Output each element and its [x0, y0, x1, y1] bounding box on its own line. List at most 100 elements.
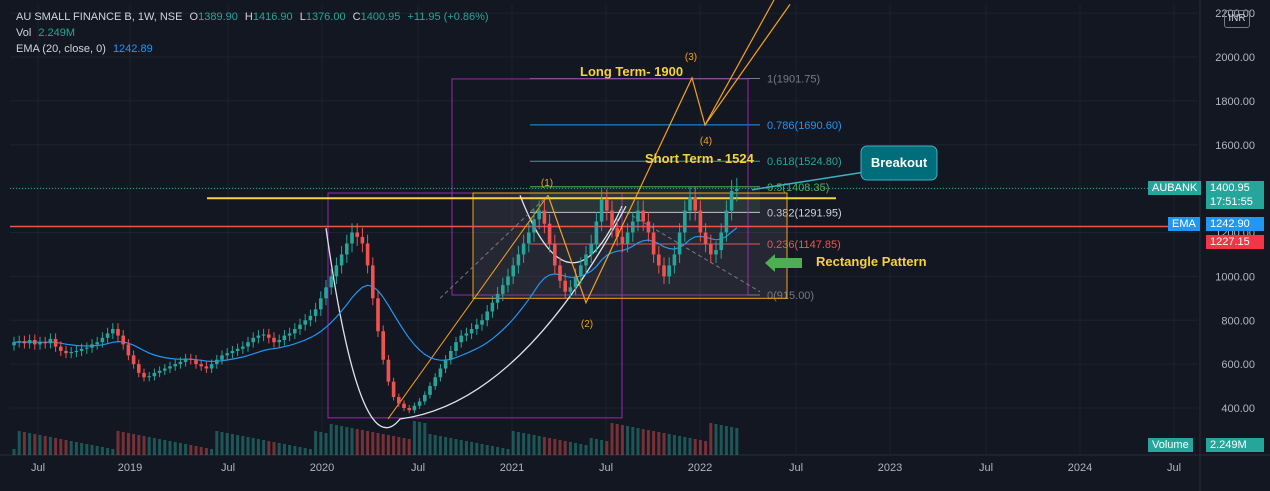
- volume-bar: [407, 439, 411, 455]
- volume-bar: [246, 437, 250, 455]
- legend-volume[interactable]: Vol 2.249M: [16, 26, 79, 40]
- volume-bar: [54, 438, 58, 455]
- volume-bar: [506, 449, 510, 455]
- time-tick-label: Jul: [31, 462, 45, 474]
- cup-curve: [325, 205, 627, 429]
- volume-bar: [662, 433, 666, 455]
- candle-body: [189, 358, 193, 360]
- price-tick-label: 600.00: [1221, 359, 1255, 371]
- volume-bar: [672, 435, 676, 455]
- candle-body: [672, 254, 677, 266]
- volume-bar: [402, 438, 406, 455]
- candle-body: [423, 394, 427, 402]
- volume-bar: [194, 446, 198, 455]
- candle-body: [454, 342, 458, 351]
- volume-bar: [386, 435, 390, 455]
- candle-body: [641, 210, 645, 222]
- candle-body: [241, 346, 245, 349]
- volume-bar: [433, 435, 437, 455]
- candle-body: [267, 334, 271, 338]
- volume-bar: [537, 436, 541, 455]
- legend-vol-label: Vol: [16, 27, 32, 39]
- volume-bar: [282, 444, 286, 455]
- volume-bar: [522, 433, 526, 455]
- volume-bar: [636, 428, 640, 455]
- candle-body: [542, 210, 547, 224]
- volume-bar: [641, 429, 645, 455]
- volume-bar: [345, 427, 349, 455]
- candle-body: [121, 335, 125, 345]
- candle-body: [329, 276, 333, 288]
- wave-label-2: (2): [581, 319, 593, 330]
- candle-body: [433, 377, 437, 387]
- volume-bar: [438, 436, 442, 455]
- volume-bar: [324, 433, 328, 455]
- candle-body: [599, 199, 604, 222]
- candle-body: [579, 265, 583, 277]
- breakout-label: Breakout: [871, 155, 928, 170]
- legend-c-label: C: [352, 11, 361, 23]
- volume-bar: [360, 430, 364, 455]
- countdown-tag: 17:51:55: [1206, 195, 1264, 209]
- volume-bar: [532, 435, 536, 455]
- volume-bar: [340, 426, 344, 455]
- volume-bar: [168, 441, 172, 455]
- volume-bar: [553, 439, 557, 455]
- volume-tag: Volume: [1148, 438, 1193, 452]
- volume-bar: [454, 439, 458, 455]
- candle-body: [27, 339, 32, 344]
- candle-body: [490, 302, 495, 312]
- legend-ema-value: 1242.89: [112, 43, 153, 55]
- time-tick-label: Jul: [979, 462, 993, 474]
- volume-bar: [730, 427, 734, 455]
- candle-body: [485, 311, 489, 321]
- candle-body: [131, 355, 136, 365]
- candle-body: [142, 372, 146, 378]
- time-tick-label: 2019: [118, 462, 142, 474]
- candle-body: [527, 232, 531, 244]
- volume-bar: [43, 436, 47, 455]
- volume-bar: [542, 437, 546, 455]
- currency-badge[interactable]: INR: [1224, 10, 1250, 28]
- candle-body: [563, 280, 567, 292]
- volume-bar: [288, 445, 292, 455]
- volume-bar: [126, 433, 130, 455]
- candle-body: [345, 243, 349, 255]
- candle-body: [651, 232, 656, 255]
- fib-level-label: 0.236(1147.85): [767, 239, 841, 251]
- candle-body: [620, 236, 625, 244]
- candle-body: [194, 359, 198, 365]
- legend-close: 1400.95: [360, 11, 401, 23]
- fib-level-label: 0.5(1408.35): [767, 182, 829, 194]
- price-tick-label: 1800.00: [1215, 96, 1255, 108]
- volume-bar: [329, 424, 333, 455]
- ema-tag: EMA: [1168, 217, 1200, 231]
- candle-body: [48, 338, 53, 344]
- candle-body: [282, 335, 287, 340]
- candle-body: [261, 334, 266, 336]
- candle-body: [199, 364, 203, 367]
- candle-body: [371, 265, 375, 299]
- time-tick-label: Jul: [599, 462, 613, 474]
- candle-body: [100, 337, 105, 343]
- candle-body: [277, 339, 281, 343]
- time-tick-label: Jul: [221, 462, 235, 474]
- wave-label-1: (1): [541, 178, 553, 189]
- volume-bar: [610, 423, 614, 455]
- volume-bar: [459, 440, 463, 455]
- candle-body: [220, 355, 224, 360]
- candle-body: [95, 342, 99, 345]
- volume-bar: [688, 438, 692, 455]
- volume-bar: [568, 442, 572, 455]
- candle-body: [501, 285, 505, 294]
- volume-bar: [80, 443, 84, 455]
- candle-body: [293, 329, 297, 334]
- last-price-tag: 1400.95: [1206, 181, 1264, 195]
- volume-bar: [428, 434, 432, 455]
- time-tick-label: Jul: [411, 462, 425, 474]
- volume-bar: [667, 434, 671, 455]
- legend-ema[interactable]: EMA (20, close, 0) 1242.89: [16, 42, 157, 56]
- volume-bar: [298, 447, 302, 455]
